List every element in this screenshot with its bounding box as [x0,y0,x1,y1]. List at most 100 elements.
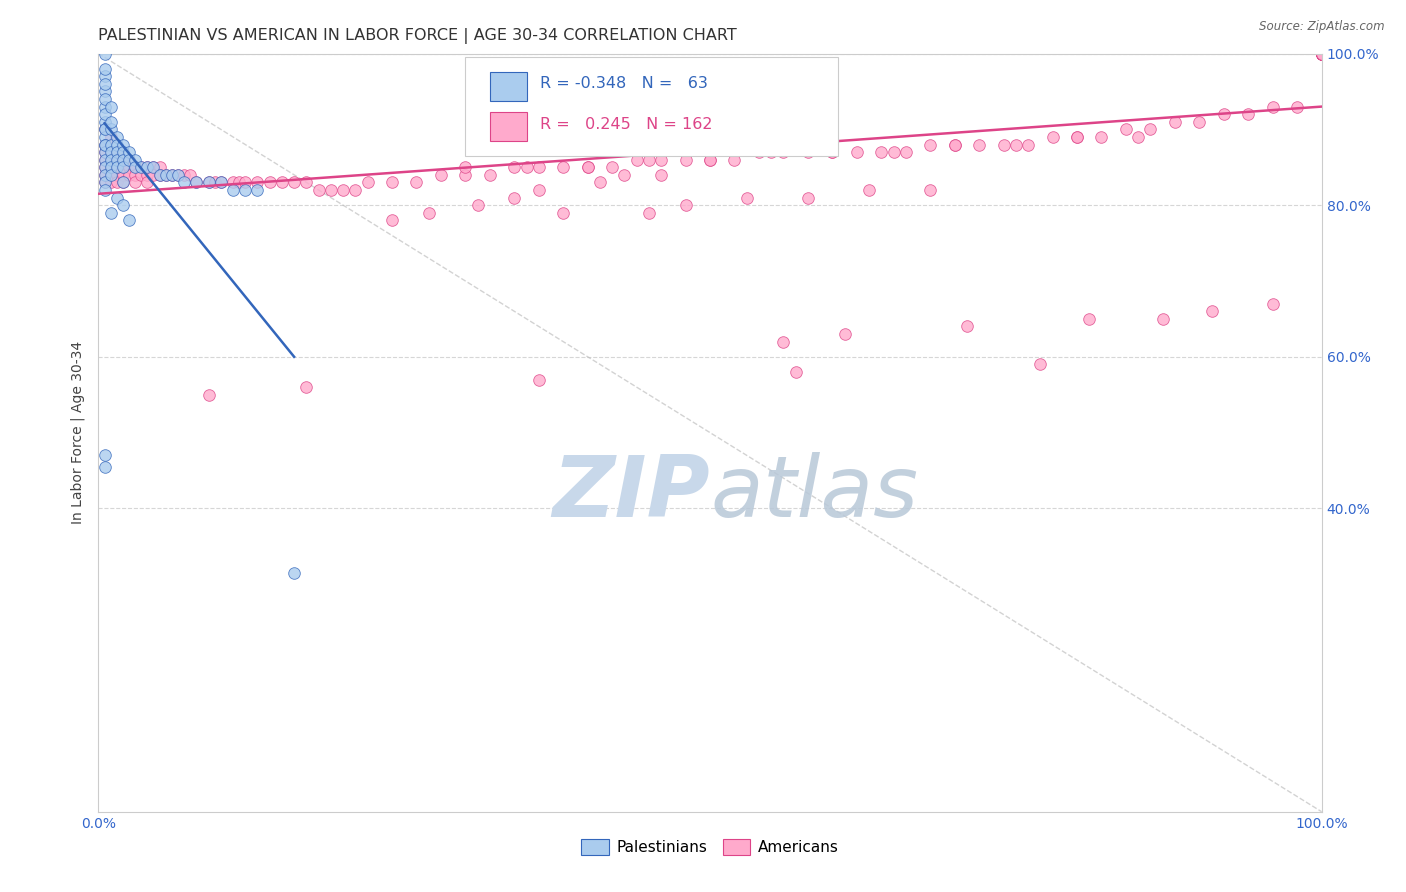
Point [1201,304,1223,318]
Point [1310,46,1333,61]
Point [1115,122,1137,136]
FancyBboxPatch shape [465,57,838,156]
Point [1310,46,1333,61]
Point [93,137,115,152]
Point [637,206,661,220]
Point [118,168,141,182]
Point [834,327,856,342]
Point [283,176,305,190]
Point [613,168,636,182]
Point [124,176,146,190]
Point [845,145,868,160]
Point [943,137,966,152]
Point [167,168,190,182]
Point [246,183,269,197]
Point [155,168,177,182]
Point [478,168,501,182]
Point [1261,100,1284,114]
Point [93,161,115,175]
Point [319,183,342,197]
Point [1066,130,1088,145]
Point [93,449,115,463]
Point [93,46,115,61]
Point [136,161,159,175]
Point [381,213,404,227]
Point [93,153,115,167]
Point [772,334,794,349]
Point [527,183,550,197]
Point [454,168,477,182]
Point [1261,297,1284,311]
Point [100,115,122,129]
Point [467,198,489,212]
Point [723,153,745,167]
Point [93,153,115,167]
Point [233,176,256,190]
Point [100,145,122,160]
Point [1310,46,1333,61]
Point [93,145,115,160]
Point [149,161,172,175]
Point [142,161,165,175]
Point [167,168,190,182]
Point [100,161,122,175]
Point [222,176,245,190]
Point [93,137,115,152]
Point [527,161,550,175]
Point [93,137,115,152]
Point [295,176,318,190]
Point [1310,46,1333,61]
Point [173,176,195,190]
Point [1310,46,1333,61]
Point [785,365,807,379]
Point [1310,46,1333,61]
Point [1310,46,1333,61]
Point [118,161,141,175]
Point [209,176,232,190]
Point [173,168,195,182]
Point [1310,46,1333,61]
Point [418,206,440,220]
Point [1004,137,1026,152]
Point [186,176,208,190]
Point [228,176,250,190]
Point [1212,107,1234,121]
Point [1310,46,1333,61]
Point [405,176,427,190]
Point [204,176,226,190]
Point [111,145,134,160]
Point [93,176,115,190]
Point [1090,130,1112,145]
Point [283,566,305,580]
Point [105,153,128,167]
Point [111,168,134,182]
Text: R = -0.348   N =   63: R = -0.348 N = 63 [540,77,707,91]
Point [160,168,183,182]
Point [118,145,141,160]
Point [111,176,134,190]
Point [100,161,122,175]
Point [1078,312,1101,326]
Point [105,153,128,167]
Point [1310,46,1333,61]
Legend: Palestinians, Americans: Palestinians, Americans [575,833,845,861]
Point [515,161,537,175]
Point [93,92,115,106]
Point [209,176,232,190]
Point [105,130,128,145]
Point [105,137,128,152]
Point [93,183,115,197]
Point [93,77,115,91]
Point [246,176,269,190]
Point [111,137,134,152]
Text: atlas: atlas [710,451,918,535]
Point [160,168,183,182]
Point [93,70,115,84]
Point [136,161,159,175]
Point [503,161,526,175]
Point [956,319,979,334]
Point [967,137,990,152]
Point [650,153,672,167]
Text: PALESTINIAN VS AMERICAN IN LABOR FORCE | AGE 30-34 CORRELATION CHART: PALESTINIAN VS AMERICAN IN LABOR FORCE |… [98,28,737,44]
Point [197,387,219,401]
